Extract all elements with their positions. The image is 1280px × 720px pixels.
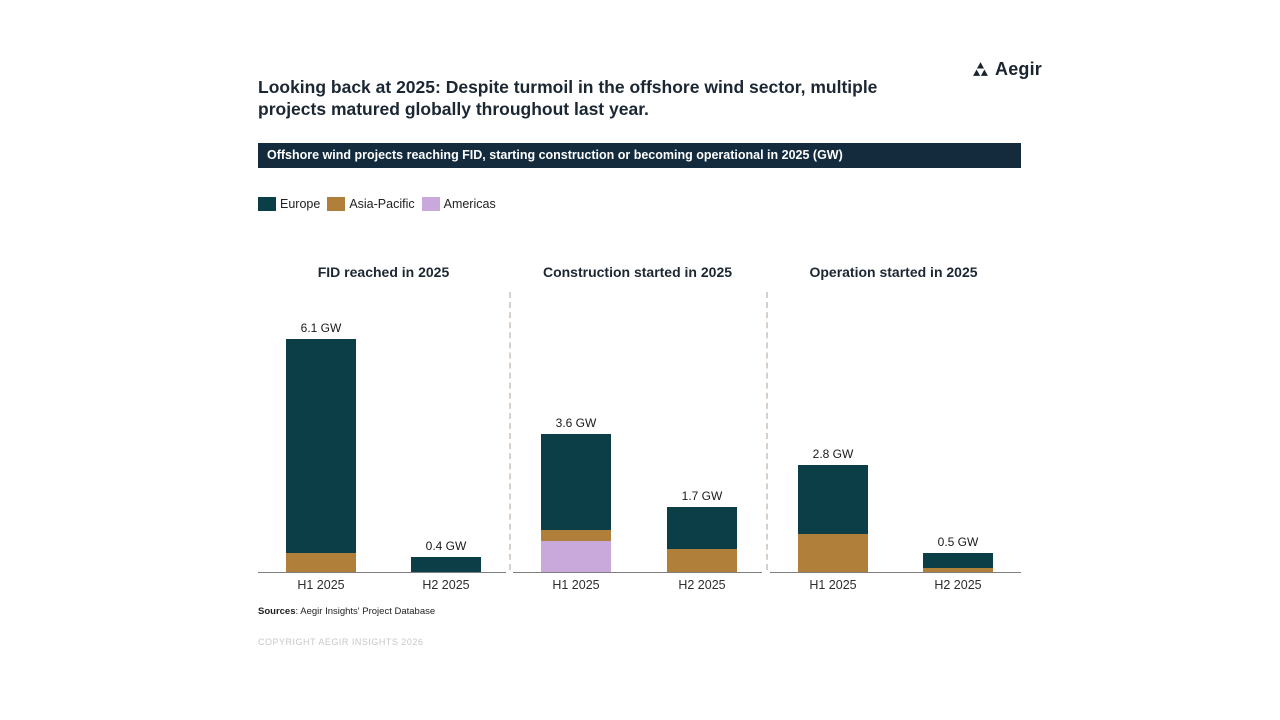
- x-tick-label: H2 2025: [678, 578, 726, 592]
- aegir-logo-icon: [973, 62, 988, 76]
- bar-segment-asia-pacific: [286, 552, 356, 572]
- x-tick-label: H2 2025: [934, 578, 982, 592]
- sources-label: Sources: [258, 606, 296, 617]
- bar-total-label: 3.6 GW: [555, 416, 597, 431]
- bar-segment-asia-pacific: [541, 529, 611, 542]
- legend-swatch-americas: [421, 197, 440, 211]
- stacked-bar-h2-2025: [667, 507, 737, 572]
- bar-segment-asia-pacific: [798, 533, 868, 572]
- aegir-logo-text: Aegir: [995, 59, 1043, 79]
- x-tick-label: H1 2025: [297, 578, 345, 592]
- panel-title: FID reached in 2025: [317, 264, 450, 280]
- bar-segment-europe: [798, 465, 868, 534]
- chart-banner-text: Offshore wind projects reaching FID, sta…: [267, 148, 843, 162]
- bar-segment-europe: [411, 556, 481, 572]
- x-tick-label: H1 2025: [552, 578, 600, 592]
- stacked-bar-h2-2025: [923, 552, 993, 572]
- bar-total-label: 0.5 GW: [937, 534, 979, 549]
- x-tick-label: H1 2025: [809, 578, 857, 592]
- panel-divider-dashed: [509, 292, 511, 570]
- copyright-note: COPYRIGHT AEGIR INSIGHTS 2026: [258, 637, 424, 647]
- x-axis-line: [258, 572, 506, 573]
- page-title-line2: projects matured globally throughout las…: [258, 98, 649, 119]
- sources-note: Sources: Aegir Insights' Project Databas…: [258, 606, 435, 617]
- bar-segment-europe: [541, 434, 611, 530]
- bar-total-label: 0.4 GW: [425, 538, 467, 553]
- legend-item-asia-pacific: Asia-Pacific: [327, 197, 415, 211]
- bar-total-label: 1.7 GW: [681, 489, 723, 504]
- x-tick-label: H2 2025: [422, 578, 470, 592]
- bar-segment-americas: [541, 541, 611, 572]
- legend-label: Asia-Pacific: [349, 197, 415, 211]
- chart-panel-2: Construction started in 2025 3.6 GW H1 202…: [509, 260, 766, 600]
- bar-segment-asia-pacific: [923, 568, 993, 572]
- chart-banner: Offshore wind projects reaching FID, sta…: [258, 143, 1021, 168]
- bar-total-label: 2.8 GW: [812, 447, 854, 462]
- legend-label: Europe: [280, 197, 321, 211]
- legend-label: Americas: [443, 197, 496, 211]
- bar-segment-asia-pacific: [667, 549, 737, 572]
- stacked-bar-h1-2025: [286, 338, 356, 572]
- x-axis-line: [770, 572, 1021, 573]
- aegir-logo: Aegir: [972, 59, 1042, 80]
- bar-segment-europe: [923, 552, 993, 569]
- stacked-bar-h2-2025: [411, 556, 481, 572]
- x-axis-line: [513, 572, 762, 573]
- legend-swatch-asia-pacific: [327, 197, 346, 211]
- bar-total-label: 6.1 GW: [300, 320, 342, 335]
- bar-segment-europe: [286, 338, 356, 553]
- legend-item-americas: Americas: [421, 197, 496, 211]
- panel-title: Construction started in 2025: [542, 264, 733, 280]
- page-title-line1: Looking back at 2025: Despite turmoil in…: [258, 77, 878, 97]
- chart-legend: Europe Asia-Pacific Americas: [258, 197, 503, 211]
- sources-text: : Aegir Insights' Project Database: [295, 606, 436, 617]
- legend-swatch-europe: [258, 197, 276, 211]
- bar-segment-europe: [667, 507, 737, 550]
- chart-panel-1: FID reached in 2025 6.1 GW H1 2025 0.4 GW H2…: [258, 260, 509, 600]
- panel-title: Operation started in 2025: [809, 264, 978, 280]
- stacked-bar-h1-2025: [798, 465, 868, 572]
- legend-item-europe: Europe: [258, 197, 320, 211]
- stacked-bar-h1-2025: [541, 434, 611, 572]
- page-title: Looking back at 2025: Despite turmoil in…: [258, 77, 998, 120]
- panel-divider-dashed: [766, 292, 768, 570]
- chart-panel-3: Operation started in 2025 2.8 GW H1 2025 0.…: [766, 260, 1021, 600]
